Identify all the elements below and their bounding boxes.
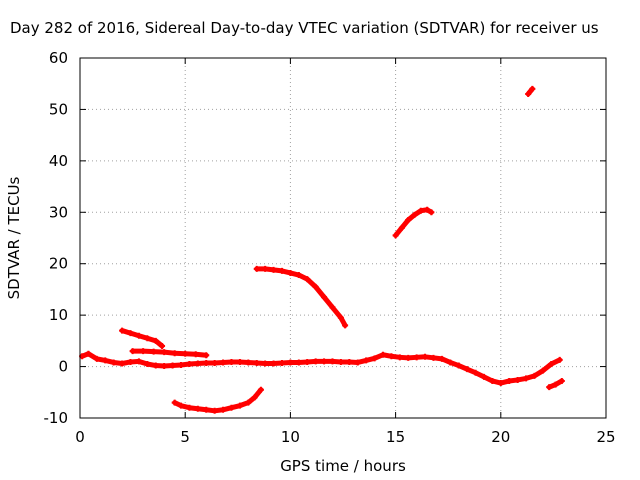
data-point bbox=[529, 85, 536, 92]
data-point bbox=[556, 356, 563, 363]
data-point bbox=[558, 377, 565, 384]
y-tick-label: 30 bbox=[49, 203, 68, 221]
series-arc-d bbox=[392, 206, 435, 239]
y-tick-label: 40 bbox=[49, 152, 68, 170]
data-point bbox=[428, 209, 435, 216]
series-arc-f bbox=[546, 377, 565, 391]
x-tick-label: 20 bbox=[491, 428, 510, 446]
series-arc-b bbox=[129, 348, 210, 359]
data-trace bbox=[252, 387, 264, 400]
data-points bbox=[79, 85, 565, 414]
y-tick-label: -10 bbox=[44, 409, 69, 427]
series-arc-c bbox=[253, 265, 349, 329]
series-arc-low bbox=[171, 386, 264, 414]
x-tick-label: 10 bbox=[281, 428, 300, 446]
y-tick-label: 10 bbox=[49, 306, 68, 324]
axis-ticks: 0 5 10 15 20 25 -10 0 10 20 30 40 50 60 bbox=[44, 49, 616, 446]
chart-title: Day 282 of 2016, Sidereal Day-to-day VTE… bbox=[10, 19, 599, 37]
y-tick-label: 20 bbox=[49, 255, 68, 273]
x-tick-label: 5 bbox=[180, 428, 190, 446]
y-tick-label: 50 bbox=[49, 100, 68, 118]
plot-frame bbox=[79, 57, 607, 419]
series-baseline bbox=[79, 350, 563, 387]
y-tick-label: 60 bbox=[49, 49, 68, 67]
series-arc-e bbox=[525, 85, 536, 97]
y-tick-label: 0 bbox=[58, 358, 68, 376]
data-point bbox=[342, 322, 349, 329]
x-tick-label: 15 bbox=[386, 428, 405, 446]
data-point bbox=[203, 352, 210, 359]
y-axis-label: SDTVAR / TECUs bbox=[5, 176, 23, 299]
x-axis-label: GPS time / hours bbox=[280, 457, 406, 475]
series-arc-a bbox=[119, 327, 166, 349]
data-point bbox=[257, 386, 264, 393]
x-tick-label: 0 bbox=[75, 428, 85, 446]
data-point bbox=[159, 343, 166, 349]
x-tick-label: 25 bbox=[596, 428, 615, 446]
